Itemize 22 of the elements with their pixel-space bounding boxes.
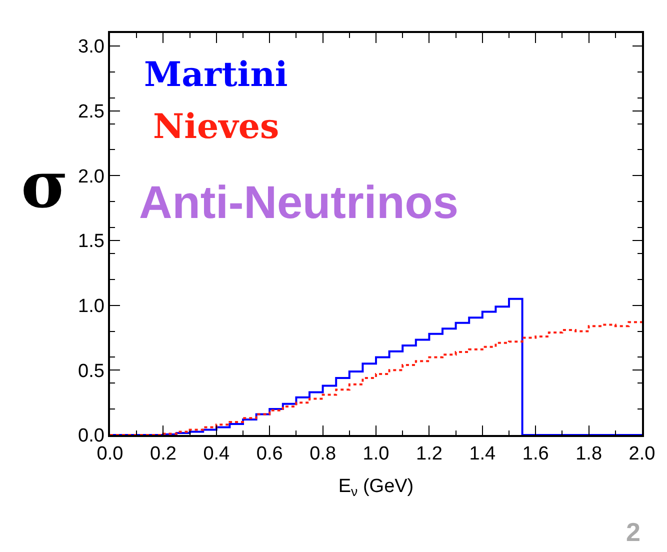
x-tick-label: 0.8 <box>310 444 336 465</box>
x-tick-label: 0.6 <box>256 444 283 465</box>
y-tick-label: 0.5 <box>78 360 104 382</box>
x-tick-label: 1.4 <box>469 444 496 465</box>
annotation: Anti-Neutrinos <box>139 176 458 228</box>
y-tick-label: 3.0 <box>78 36 104 58</box>
x-tick-label: 1.0 <box>362 444 390 465</box>
x-tick-label: 0.4 <box>203 444 230 465</box>
x-tick-label: 2.0 <box>628 444 656 465</box>
x-tick-label: 1.6 <box>522 444 549 465</box>
y-axis-title: σ <box>21 148 68 223</box>
x-axis-title: E$_{ν}$ (GeV) <box>338 476 414 499</box>
x-tick-label: 1.2 <box>416 444 442 465</box>
text: Martini <box>144 55 288 95</box>
y-tick-label: 1.5 <box>78 231 104 252</box>
y-tick-label: 1.0 <box>78 296 104 317</box>
x-tick-label: 1.8 <box>576 444 602 465</box>
x-tick-label: 0.2 <box>150 444 176 465</box>
y-tick-label: 2.5 <box>78 101 104 122</box>
text: 2 <box>626 517 640 547</box>
text: Nieves <box>153 107 280 147</box>
y-tick-label: 2.0 <box>78 166 104 188</box>
